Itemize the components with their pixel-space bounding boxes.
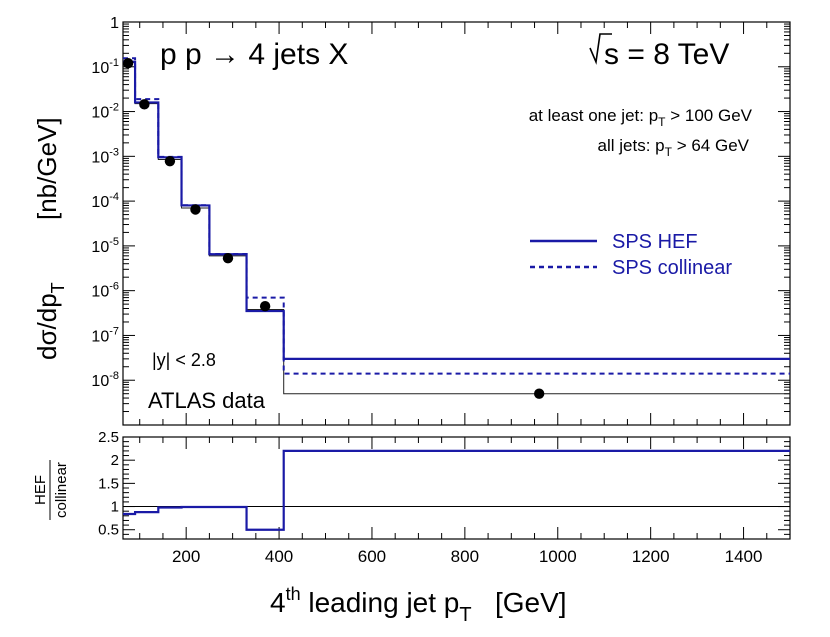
data-point bbox=[259, 300, 271, 312]
data-point bbox=[190, 204, 201, 215]
ratio-y-axis-label: HEF collinear bbox=[32, 460, 70, 520]
ratio-tick-label: 1 bbox=[111, 499, 119, 516]
top-tick-label: 10-1 bbox=[91, 57, 119, 77]
data-point bbox=[533, 388, 545, 399]
top-tick-label: 10-3 bbox=[91, 146, 119, 166]
ratio-tick-label: 2.5 bbox=[98, 429, 119, 446]
data-point bbox=[139, 99, 150, 110]
main-panel-frame bbox=[122, 21, 791, 426]
top-tick-label: 10-2 bbox=[91, 102, 119, 122]
x-tick-label: 800 bbox=[451, 547, 479, 566]
ratio-label-numerator: HEF bbox=[32, 475, 49, 505]
ratio-group bbox=[123, 449, 790, 531]
legend-label-sps-hef: SPS HEF bbox=[612, 231, 698, 253]
x-tick-label: 1000 bbox=[539, 547, 577, 566]
top-tick-label: 10-5 bbox=[91, 236, 119, 256]
atlas-data-label: ATLAS data bbox=[148, 388, 266, 413]
ratio-label-denominator: collinear bbox=[53, 462, 70, 518]
top-tick-label: 10-6 bbox=[91, 281, 119, 301]
x-tick-label: 600 bbox=[358, 547, 386, 566]
data-point bbox=[122, 58, 134, 69]
top-tick-label: 10-4 bbox=[91, 191, 119, 211]
rapidity-label: |y| < 2.8 bbox=[152, 350, 216, 370]
x-tick-label: 400 bbox=[265, 547, 293, 566]
legend-label-sps-collinear: SPS collinear bbox=[612, 257, 732, 279]
x-axis-label: 4th leading jet pT [GeV] bbox=[270, 584, 567, 626]
top-y-axis-label: dσ/dpT bbox=[32, 282, 68, 360]
data-points-group bbox=[122, 58, 545, 399]
top-tick-label: 1 bbox=[110, 15, 119, 32]
top-tick-label: 10-8 bbox=[91, 370, 119, 390]
cut-line-2: all jets: pT > 64 GeV bbox=[598, 136, 750, 159]
data-point bbox=[164, 155, 176, 167]
ratio-series-line bbox=[123, 449, 790, 531]
cut-line-1: at least one jet: pT > 100 GeV bbox=[529, 106, 753, 129]
legend: SPS HEF SPS collinear bbox=[530, 231, 732, 279]
energy-label: s = 8 TeV bbox=[589, 33, 729, 71]
ratio-tick-label: 2 bbox=[111, 452, 119, 469]
top-tick-label: 10-7 bbox=[91, 325, 119, 345]
ratio-y-ticks: 0.5 1 1.5 2 2.5 bbox=[98, 429, 790, 539]
x-tick-label: 1400 bbox=[725, 547, 763, 566]
x-tick-label: 1200 bbox=[632, 547, 670, 566]
data-point bbox=[222, 253, 234, 264]
top-y-axis-units: [nb/GeV] bbox=[32, 117, 62, 220]
x-ticks: 200 400 600 800 1000 1200 1400 bbox=[139, 22, 791, 566]
energy-text: s = 8 TeV bbox=[604, 38, 729, 71]
ratio-tick-label: 0.5 bbox=[98, 522, 119, 539]
chart-title: p p → 4 jets X bbox=[160, 38, 348, 71]
x-tick-label: 200 bbox=[172, 547, 200, 566]
ratio-panel-frame bbox=[122, 436, 791, 540]
sqrt-sign-icon bbox=[589, 33, 612, 65]
top-y-ticks: 1 10-1 10-2 10-3 10-4 10-5 10-6 10-7 10-8 bbox=[91, 15, 790, 413]
ratio-tick-label: 1.5 bbox=[98, 475, 119, 492]
